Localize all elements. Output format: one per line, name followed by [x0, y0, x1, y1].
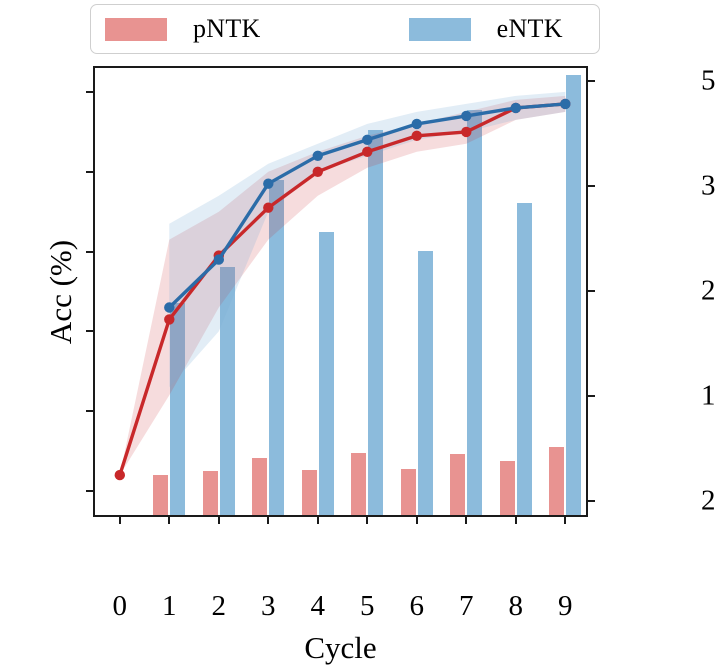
y-right-tick-26	[586, 290, 595, 293]
bar-entk-cycle-7	[467, 110, 483, 515]
plot-area: 8890929496982min14min26min38min50min0123…	[43, 66, 716, 665]
marker-entk-cycle-1	[164, 302, 175, 313]
marker-entk-cycle-6	[411, 118, 422, 130]
x-tick-1	[168, 515, 171, 524]
chart-figure: pNTK eNTK 8890929496982min14min26min38mi…	[43, 4, 716, 665]
y-left-tick-96	[86, 170, 95, 173]
chart-legend: pNTK eNTK	[90, 4, 600, 54]
confidence-band-entk	[169, 91, 566, 388]
marker-pntk-cycle-5	[362, 146, 373, 157]
bar-pntk-cycle-2	[202, 471, 218, 515]
x-tick-2	[217, 515, 220, 524]
marker-entk-cycle-4	[312, 150, 323, 161]
marker-pntk-cycle-0	[114, 469, 125, 481]
bar-pntk-cycle-4	[301, 470, 317, 515]
marker-pntk-cycle-7	[461, 126, 472, 138]
legend-swatch-pntk	[105, 17, 167, 41]
bar-entk-cycle-6	[417, 251, 433, 515]
marker-entk-cycle-5	[362, 134, 373, 145]
bar-entk-cycle-3	[269, 180, 285, 515]
x-tick-label-4: 4	[310, 590, 326, 622]
y-right-tick-label-50: 50min	[701, 64, 716, 97]
y-right-tick-label-26: 26min	[701, 274, 716, 307]
x-tick-3	[267, 515, 270, 524]
bar-entk-cycle-8	[516, 203, 532, 515]
x-tick-9	[564, 515, 567, 524]
bar-entk-cycle-4	[318, 232, 334, 515]
line-pntk	[118, 102, 567, 477]
x-tick-label-3: 3	[261, 590, 276, 622]
y-left-tick-94	[86, 250, 95, 253]
bar-entk-cycle-9	[566, 75, 582, 515]
y-left-tick-88	[86, 490, 95, 493]
x-tick-5	[366, 515, 369, 524]
y-axis-left-title: Acc (%)	[43, 239, 78, 344]
y-right-tick-50	[586, 80, 595, 83]
marker-entk-cycle-3	[263, 178, 274, 189]
x-tick-label-9: 9	[558, 590, 573, 622]
y-right-tick-label-38: 38min	[701, 169, 716, 202]
legend-swatch-entk	[408, 17, 471, 41]
legend-entry-entk: eNTK	[408, 14, 563, 43]
x-tick-label-1: 1	[162, 590, 177, 622]
x-tick-0	[118, 515, 121, 524]
marker-pntk-cycle-6	[411, 130, 422, 141]
y-right-tick-38	[586, 185, 595, 188]
x-tick-6	[415, 515, 418, 524]
marker-pntk-cycle-4	[312, 166, 323, 177]
y-left-tick-98	[86, 90, 95, 93]
bar-entk-cycle-1	[170, 303, 186, 515]
bar-entk-cycle-2	[219, 267, 235, 515]
bar-pntk-cycle-3	[252, 458, 268, 515]
marker-pntk-cycle-3	[263, 202, 274, 213]
confidence-band-pntk	[119, 95, 566, 476]
plot-inner	[95, 68, 586, 515]
marker-entk-cycle-8	[510, 102, 521, 114]
bar-entk-cycle-5	[368, 129, 384, 515]
bar-pntk-cycle-1	[153, 474, 169, 515]
x-tick-label-2: 2	[211, 590, 227, 622]
marker-entk-cycle-2	[213, 254, 224, 265]
y-right-tick-14	[586, 395, 595, 398]
x-tick-8	[514, 515, 517, 524]
y-right-tick-label-2: 2min	[701, 484, 716, 517]
legend-label-pntk: pNTK	[193, 14, 261, 43]
lines-layer	[114, 91, 571, 481]
bar-pntk-cycle-7	[450, 453, 466, 515]
marker-entk-cycle-7	[461, 110, 472, 122]
x-tick-label-0: 0	[112, 590, 128, 622]
x-tick-label-7: 7	[459, 590, 474, 622]
x-tick-4	[316, 515, 319, 524]
y-right-tick-2	[586, 500, 595, 503]
legend-entry-pntk: pNTK	[105, 16, 261, 42]
marker-entk-cycle-9	[560, 98, 571, 110]
x-axis-title: Cycle	[304, 630, 377, 665]
x-tick-label-6: 6	[409, 590, 425, 622]
y-left-tick-90	[86, 410, 95, 413]
legend-label-entk: eNTK	[496, 14, 563, 43]
x-tick-label-5: 5	[360, 590, 375, 622]
bar-pntk-cycle-8	[499, 460, 515, 515]
y-left-tick-92	[86, 330, 95, 333]
bar-pntk-cycle-5	[351, 452, 367, 515]
y-right-tick-label-14: 14min	[701, 379, 716, 412]
x-tick-label-8: 8	[508, 590, 524, 622]
bar-pntk-cycle-6	[400, 468, 416, 515]
x-tick-7	[465, 515, 468, 524]
marker-pntk-cycle-1	[164, 314, 175, 325]
bar-pntk-cycle-9	[549, 446, 565, 515]
